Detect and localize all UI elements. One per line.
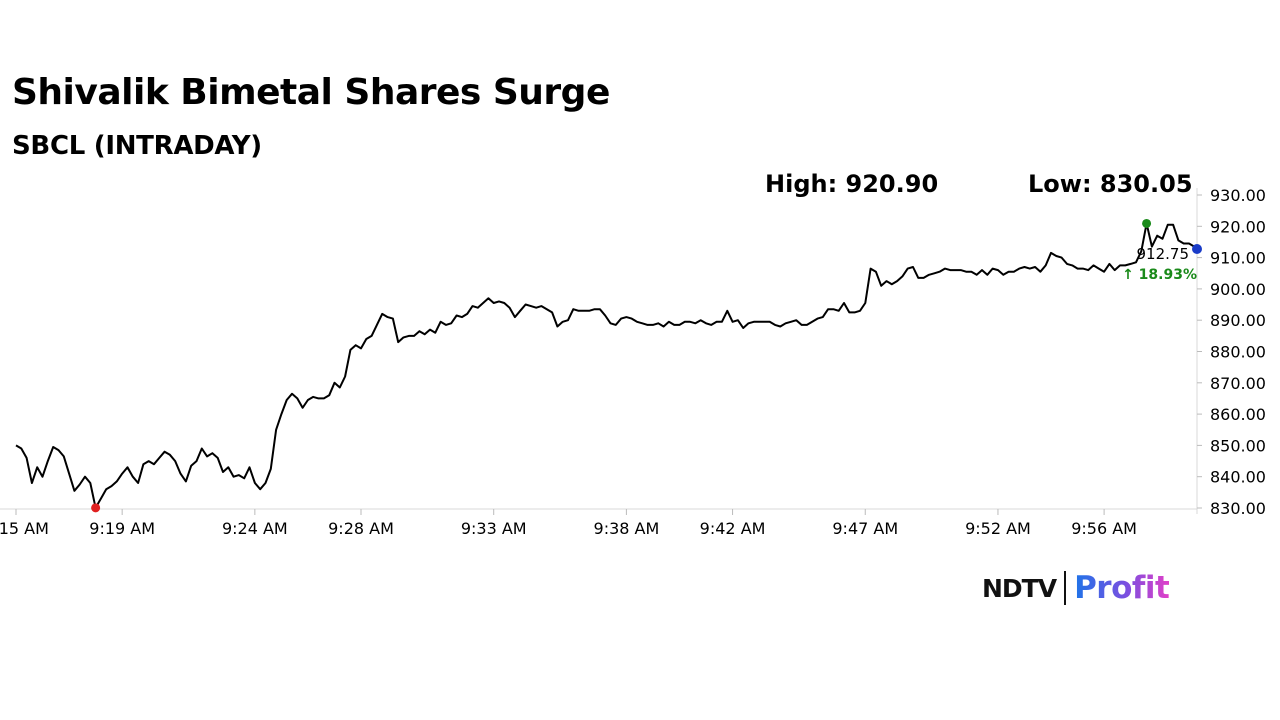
x-tick-label: 9:38 AM (594, 519, 660, 538)
x-tick-label: 9:42 AM (700, 519, 766, 538)
y-tick-label: 900.00 (1210, 280, 1266, 299)
change-percent-label: ↑ 18.93% (1122, 267, 1197, 283)
y-tick-label: 920.00 (1210, 217, 1266, 236)
y-tick-label: 830.00 (1210, 499, 1266, 518)
y-tick-label: 930.00 (1210, 186, 1266, 205)
logo-ndtv-text: NDTV (982, 573, 1057, 603)
chart-title: Shivalik Bimetal Shares Surge (12, 72, 610, 113)
low-point-marker (91, 503, 101, 513)
day-high-label: High: 920.90 (765, 170, 939, 198)
day-low-label: Low: 830.05 (1028, 170, 1193, 198)
logo-divider (1064, 571, 1067, 605)
y-tick-label: 870.00 (1210, 374, 1266, 393)
y-tick-label: 890.00 (1210, 311, 1266, 330)
x-tick-label: 9:28 AM (328, 519, 394, 538)
x-tick-label: 9:15 AM (0, 519, 49, 538)
high-point-marker (1142, 218, 1152, 228)
last-price-marker (1192, 243, 1202, 254)
x-tick-label: 9:24 AM (222, 519, 288, 538)
chart-subtitle: SBCL (INTRADAY) (12, 131, 262, 161)
price-series-line (15, 222, 1198, 509)
last-price-label: 912.75 (1137, 245, 1190, 263)
logo-profit-text: Profit (1074, 570, 1170, 606)
x-tick-label: 9:52 AM (965, 519, 1031, 538)
chart-axes (0, 188, 1198, 514)
ndtv-profit-logo: NDTV Profit (982, 570, 1170, 606)
x-tick-label: 9:19 AM (89, 519, 155, 538)
x-tick-label: 9:47 AM (832, 519, 898, 538)
x-tick-label: 9:33 AM (461, 519, 527, 538)
x-tick-label: 9:56 AM (1071, 519, 1137, 538)
y-tick-label: 850.00 (1210, 436, 1266, 455)
y-tick-label: 880.00 (1210, 343, 1266, 362)
axis-ticks: 830.00 840.00 850.00 860.00 870.00 880.00 890.… (0, 186, 1266, 538)
y-tick-label: 910.00 (1210, 249, 1266, 268)
chart-labels: 912.75 ↑ 18.93% (1122, 245, 1197, 283)
chart-markers (91, 218, 1202, 513)
y-tick-label: 840.00 (1210, 468, 1266, 487)
y-tick-label: 860.00 (1210, 405, 1266, 424)
